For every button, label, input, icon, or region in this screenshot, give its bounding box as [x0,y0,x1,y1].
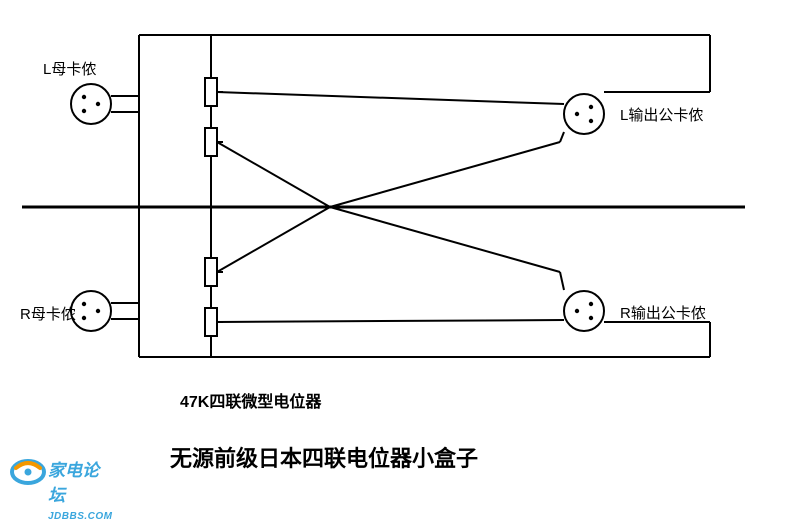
label-l-output: L输出公卡侬 [620,104,703,125]
watermark-brand-en: JDBBS.COM [48,511,113,522]
label-l-input: L母卡侬 [43,58,96,79]
watermark-brand-cn: 家电论坛 [48,461,99,505]
diagram-title: 无源前级日本四联电位器小盒子 [170,441,478,473]
label-r-input: R母卡侬 [20,303,76,324]
label-potentiometer: 47K四联微型电位器 [180,388,321,412]
label-r-output: R输出公卡侬 [620,302,706,323]
